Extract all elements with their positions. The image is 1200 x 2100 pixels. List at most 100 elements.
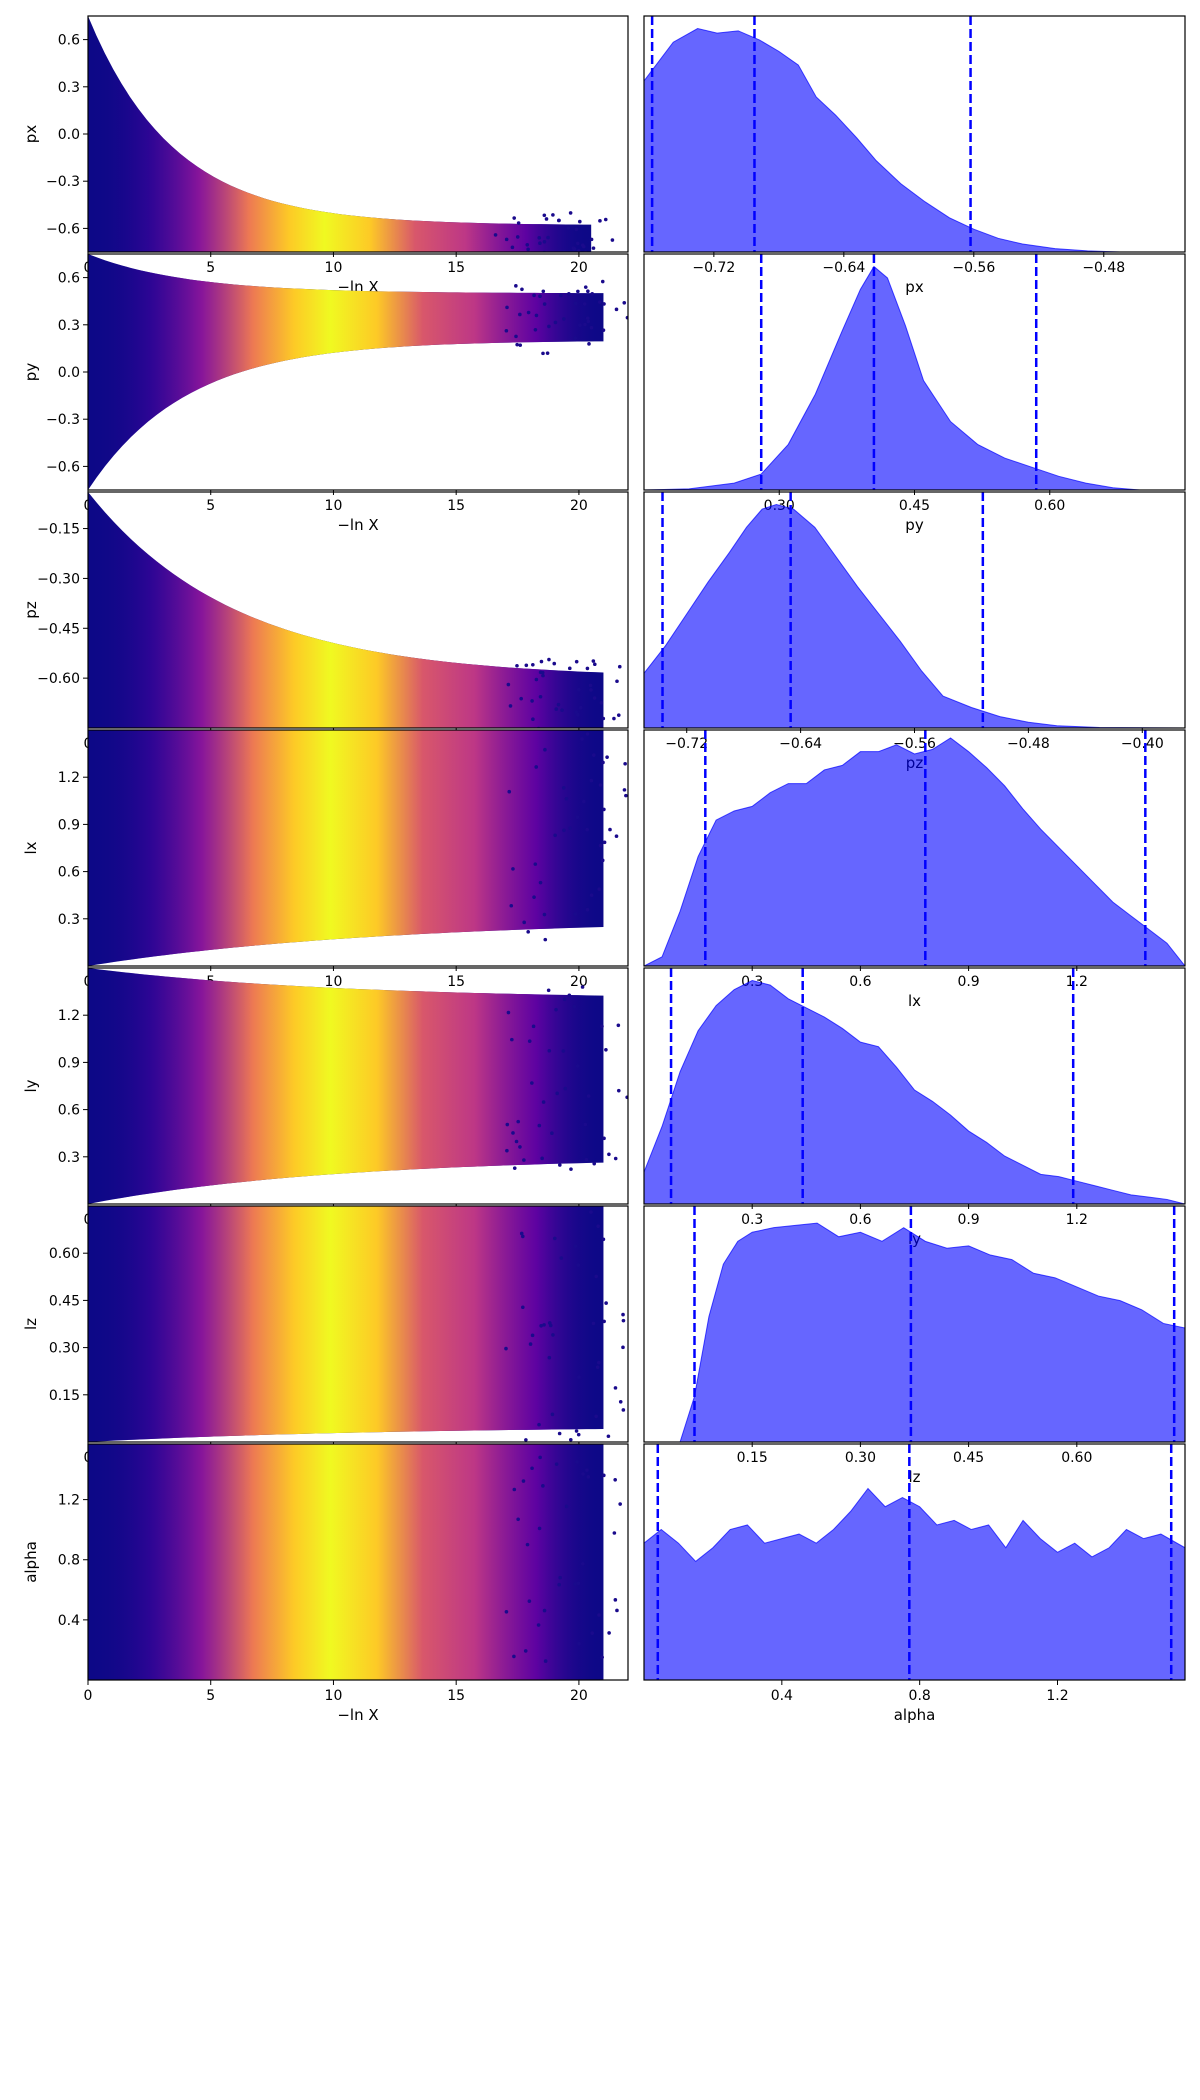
posterior-panel-lz: 0.15 0.30 0.45 0.60 lz (643, 1205, 1186, 1486)
trace-sample-point (622, 301, 627, 305)
trace-sample-point (544, 1436, 548, 1440)
trace-sample-point (518, 312, 522, 317)
trace-sample-point (623, 761, 627, 766)
trace-sample-point (592, 662, 597, 667)
trace-sample-point (562, 317, 566, 321)
trace-ytick-label: 0.6 (58, 865, 80, 881)
trace-sample-point (572, 247, 577, 251)
trace-sample-point (553, 1236, 557, 1241)
trace-sample-point (547, 1355, 552, 1360)
trace-sample-point (520, 1234, 525, 1239)
trace-sample-point (553, 833, 557, 838)
trace-sample-point (506, 1010, 511, 1015)
trace-sample-point (585, 316, 590, 320)
trace-ytick-label: −0.6 (46, 459, 80, 475)
trace-sample-point (525, 242, 530, 247)
trace-sample-point (607, 1152, 611, 1157)
trace-sample-point (585, 1468, 589, 1472)
trace-sample-point (511, 867, 515, 871)
trace-sample-point (607, 1631, 611, 1635)
trace-sample-point (580, 985, 585, 989)
trace-ytick-label: 1.2 (58, 770, 80, 786)
trace-ytick-label: −0.3 (46, 412, 80, 428)
trace-sample-point (600, 1024, 604, 1029)
trace-sample-point (586, 1475, 591, 1479)
trace-xtick-label: 15 (447, 260, 465, 276)
trace-sample-point (602, 1319, 606, 1324)
trace-sample-point (527, 1599, 532, 1603)
posterior-xtick-label: 1.2 (1066, 974, 1088, 990)
trace-sample-point (542, 239, 547, 244)
trace-sample-point (532, 293, 536, 298)
posterior-density-area (644, 28, 1185, 252)
trace-sample-point (573, 1244, 578, 1248)
trace-sample-point (533, 327, 538, 332)
trace-sample-point (559, 1256, 564, 1260)
trace-sample-point (585, 732, 590, 736)
trace-sample-point (596, 1360, 601, 1365)
trace-ytick-label: 0.6 (58, 1103, 80, 1119)
trace-sample-point (594, 1414, 598, 1419)
trace-sample-point (590, 1631, 594, 1635)
trace-sample-point (526, 930, 530, 934)
trace-sample-point (557, 1431, 562, 1436)
trace-sample-point (573, 1582, 577, 1586)
trace-ylabel: px (22, 125, 40, 144)
trace-sample-point (601, 760, 605, 765)
trace-panel-alpha: 0 5 10 15 20 1.2 0.8 0.4 −ln X alpha (22, 1433, 629, 1724)
trace-sample-point (581, 799, 586, 804)
trace-samples-weight-band (88, 16, 592, 252)
trace-sample-point (519, 1231, 524, 1236)
trace-sample-point (522, 920, 526, 925)
trace-sample-point (531, 717, 535, 722)
trace-sample-point (567, 993, 572, 998)
posterior-xtick-label: −0.64 (822, 260, 865, 276)
trace-sample-point (592, 1161, 597, 1166)
trace-sample-point (515, 235, 520, 239)
trace-sample-point (531, 1024, 536, 1029)
trace-sample-point (565, 1433, 569, 1437)
trace-ytick-label: −0.6 (46, 221, 80, 237)
trace-samples-weight-band (88, 254, 604, 490)
trace-sample-point (602, 302, 606, 306)
trace-sample-point (559, 293, 563, 298)
trace-samples-weight-band (88, 730, 604, 966)
trace-sample-point (597, 300, 602, 304)
posterior-density-area (644, 1487, 1185, 1680)
trace-sample-point (547, 657, 551, 662)
trace-sample-point (621, 1318, 626, 1323)
trace-sample-point (592, 696, 597, 700)
trace-sample-point (553, 320, 558, 325)
trace-axes-frame (87, 1205, 629, 1443)
trace-sample-point (597, 887, 601, 891)
trace-sample-point (509, 903, 514, 908)
trace-samples-weight-band (88, 1444, 604, 1680)
trace-sample-point (601, 328, 606, 332)
trace-samples-weight-band (88, 1206, 604, 1442)
trace-sample-point (587, 342, 591, 346)
trace-ytick-label: 0.60 (49, 1246, 80, 1262)
trace-ytick-label: 0.15 (49, 1388, 80, 1404)
trace-sample-point (602, 807, 606, 812)
trace-sample-point (615, 679, 619, 684)
trace-sample-point (512, 1654, 516, 1659)
trace-sample-point (538, 241, 542, 246)
trace-sample-point (586, 289, 590, 293)
trace-sample-point (508, 704, 513, 708)
trace-sample-point (567, 291, 571, 296)
trace-xtick-label: 5 (206, 260, 215, 276)
trace-sample-point (613, 1386, 618, 1390)
trace-sample-point (542, 213, 547, 218)
trace-sample-point (585, 666, 590, 671)
posterior-panel-lx: 0.30.60.91.2lx (643, 729, 1186, 1010)
trace-sample-point (540, 1156, 544, 1161)
trace-sample-point (538, 670, 543, 675)
trace-sample-point (541, 673, 545, 678)
trace-xtick-label: 10 (325, 974, 343, 990)
trace-sample-point (539, 659, 544, 664)
posterior-panel-px: −0.72 −0.64 −0.56 −0.48 px (643, 15, 1186, 296)
trace-ytick-label: −0.45 (37, 621, 80, 637)
trace-sample-point (516, 1517, 520, 1522)
posterior-axes-frame (643, 1205, 1186, 1443)
